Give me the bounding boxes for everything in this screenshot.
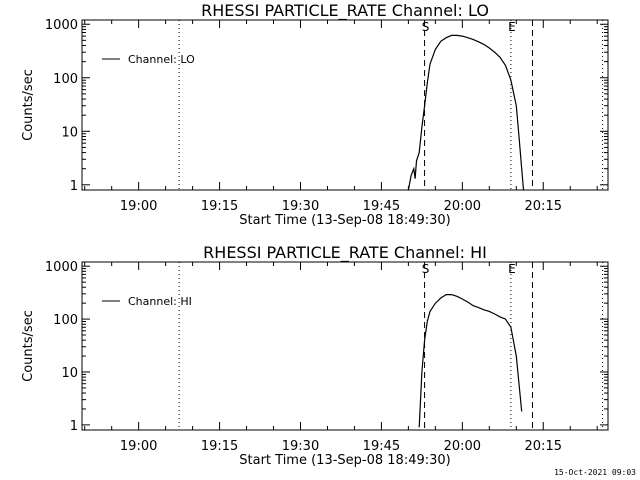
x-tick-label: 20:15: [525, 199, 562, 214]
x-tick-label: 19:45: [363, 439, 400, 454]
x-tick-label: 20:15: [525, 439, 562, 454]
y-tick-label: 1000: [45, 260, 78, 275]
plot-frame: [81, 261, 609, 431]
time-marker-label: S: [422, 20, 430, 34]
chart-title: RHESSI PARTICLE_RATE Channel: LO: [201, 1, 489, 21]
legend-label: Channel: LO: [128, 53, 195, 66]
y-tick-label: 10: [61, 366, 78, 381]
panel-hi: RHESSI PARTICLE_RATE Channel: HI 19:00 19:…: [21, 243, 609, 468]
x-tick-label: 19:00: [120, 439, 157, 454]
time-marker-label: E: [508, 20, 516, 34]
y-axis-label: Counts/sec: [21, 310, 36, 382]
x-axis-label: Start Time (13-Sep-08 18:49:30): [239, 213, 450, 228]
footer-timestamp: 15-Oct-2021 09:03: [554, 468, 636, 477]
y-tick-label: 100: [53, 72, 78, 87]
x-axis-label: Start Time (13-Sep-08 18:49:30): [239, 453, 450, 468]
x-tick-label: 20:00: [444, 439, 481, 454]
series-line: [407, 34, 525, 191]
x-tick-label: 19:15: [201, 439, 238, 454]
series-line: [418, 294, 523, 428]
y-tick-label: 10: [61, 125, 78, 140]
time-marker-label: S: [422, 262, 430, 276]
y-tick-label: 100: [53, 313, 78, 328]
plot-frame: [81, 19, 609, 191]
y-tick-label: 1000: [45, 18, 78, 33]
x-tick-label: 19:15: [201, 199, 238, 214]
panel-lo: RHESSI PARTICLE_RATE Channel: LO 19:00 19:…: [21, 1, 609, 228]
x-tick-label: 19:30: [282, 199, 319, 214]
time-marker-label: E: [508, 262, 516, 276]
chart-title: RHESSI PARTICLE_RATE Channel: HI: [203, 243, 487, 263]
x-tick-label: 19:45: [363, 199, 400, 214]
x-tick-label: 19:00: [120, 199, 157, 214]
x-tick-label: 19:30: [282, 439, 319, 454]
y-tick-label: 1: [70, 419, 78, 434]
y-axis-label: Counts/sec: [21, 69, 36, 141]
y-tick-label: 1: [70, 179, 78, 194]
x-tick-label: 20:00: [444, 199, 481, 214]
legend-label: Channel: HI: [128, 295, 192, 308]
